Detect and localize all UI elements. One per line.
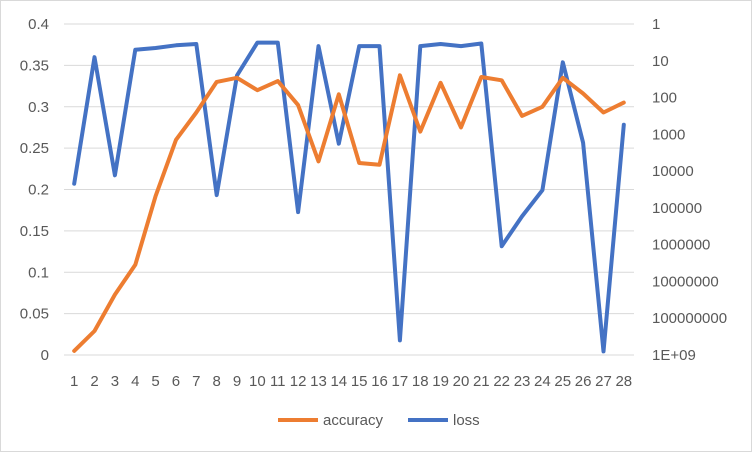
x-tick-label: 19 <box>432 373 449 390</box>
x-tick-label: 26 <box>575 373 592 390</box>
left-tick-label: 0.1 <box>28 264 49 281</box>
right-tick-label: 10000000 <box>652 273 719 290</box>
right-tick-label: 1000 <box>652 126 685 143</box>
left-tick-label: 0.3 <box>28 99 49 116</box>
right-tick-label: 10000 <box>652 163 694 180</box>
series-line-loss <box>72 40 626 354</box>
x-tick-label: 11 <box>270 373 286 390</box>
x-tick-label: 3 <box>111 373 119 390</box>
x-tick-label: 23 <box>514 373 531 390</box>
x-tick-label: 1 <box>70 373 78 390</box>
x-tick-label: 13 <box>310 373 327 390</box>
x-tick-label: 25 <box>554 373 571 390</box>
left-tick-label: 0.2 <box>28 182 49 199</box>
x-tick-label: 9 <box>233 373 241 390</box>
x-axis-ticks: 1 2 3 4 5 6 7 8 9 10 11 12 13 14 15 16 17 18 19 20 21 22 23 24 2… <box>70 373 632 390</box>
x-tick-label: 24 <box>534 373 551 390</box>
right-axis-ticks: 1 10 100 1000 10000 100000 1000000 10000000 1000… <box>652 16 727 364</box>
x-tick-label: 14 <box>330 373 347 390</box>
right-tick-label: 10 <box>652 53 669 70</box>
x-tick-label: 17 <box>392 373 409 390</box>
left-tick-label: 0.15 <box>20 223 49 240</box>
legend: accuracy loss <box>278 412 480 429</box>
x-tick-label: 6 <box>172 373 180 390</box>
x-tick-label: 18 <box>412 373 429 390</box>
right-tick-label: 1 <box>652 16 660 33</box>
series-line-accuracy <box>72 73 626 353</box>
right-tick-label: 1E+09 <box>652 347 696 364</box>
x-tick-label: 22 <box>493 373 510 390</box>
x-tick-label: 27 <box>595 373 612 390</box>
x-tick-label: 5 <box>151 373 159 390</box>
left-axis-ticks: 0 0.05 0.1 0.15 0.2 0.25 0.3 0.35 0.4 <box>20 16 49 364</box>
left-tick-label: 0.4 <box>28 16 49 33</box>
left-tick-label: 0.25 <box>20 140 49 157</box>
right-tick-label: 1000000 <box>652 237 710 254</box>
x-tick-label: 15 <box>351 373 368 390</box>
x-tick-label: 7 <box>192 373 200 390</box>
gridlines <box>64 23 634 356</box>
right-tick-label: 100000000 <box>652 310 727 327</box>
left-tick-label: 0.35 <box>20 57 49 74</box>
x-tick-label: 16 <box>371 373 388 390</box>
right-tick-label: 100000 <box>652 200 702 217</box>
x-tick-label: 10 <box>249 373 266 390</box>
x-tick-label: 21 <box>473 373 490 390</box>
x-tick-label: 8 <box>213 373 221 390</box>
left-tick-label: 0 <box>41 347 49 364</box>
left-tick-label: 0.05 <box>20 306 49 323</box>
x-tick-label: 4 <box>131 373 139 390</box>
legend-label-loss: loss <box>453 412 480 429</box>
x-tick-label: 12 <box>290 373 307 390</box>
x-tick-label: 28 <box>615 373 632 390</box>
legend-label-accuracy: accuracy <box>323 412 384 429</box>
x-tick-label: 2 <box>90 373 98 390</box>
x-tick-label: 20 <box>453 373 470 390</box>
right-tick-label: 100 <box>652 90 677 107</box>
series-lines <box>72 40 626 354</box>
